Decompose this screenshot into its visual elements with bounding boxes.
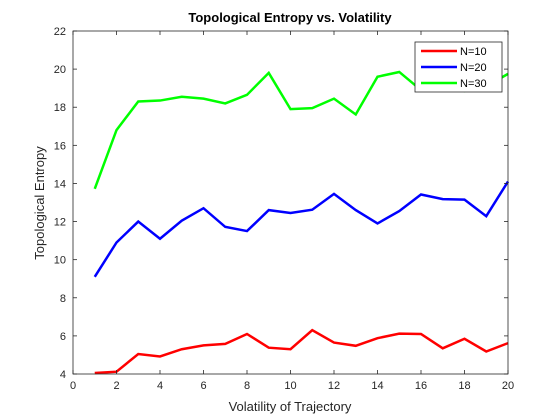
x-tick-label: 10 [284, 380, 296, 392]
x-tick-label: 0 [70, 380, 76, 392]
y-tick-label: 10 [54, 255, 66, 267]
y-axis-ticks: 4 6 8 10 12 14 16 18 20 22 [54, 26, 508, 381]
y-tick-label: 18 [54, 102, 66, 114]
x-tick-label: 20 [502, 380, 514, 392]
series-line-n-10 [94, 328, 509, 375]
y-tick-label: 22 [54, 26, 66, 38]
y-tick-label: 6 [60, 331, 66, 343]
legend: N=10 N=20 N=30 [414, 41, 503, 93]
y-tick-label: 12 [54, 217, 66, 229]
series-line-n-20 [93, 180, 510, 278]
x-tick-label: 2 [113, 380, 119, 392]
y-tick-label: 20 [54, 64, 66, 76]
x-axis-label: Volatility of Trajectory [229, 399, 352, 414]
x-tick-label: 4 [157, 380, 163, 392]
y-axis-label: Topological Entropy [32, 146, 47, 260]
x-tick-label: 18 [458, 380, 470, 392]
y-tick-label: 8 [60, 293, 66, 305]
legend-entry: N=20 [460, 62, 487, 74]
x-tick-label: 8 [244, 380, 250, 392]
y-tick-label: 16 [54, 140, 66, 152]
legend-entry: N=10 [460, 46, 487, 58]
x-tick-label: 6 [200, 380, 206, 392]
x-tick-label: 14 [371, 380, 383, 392]
chart-title: Topological Entropy vs. Volatility [188, 10, 392, 25]
x-tick-label: 12 [328, 380, 340, 392]
y-tick-label: 14 [54, 178, 66, 190]
x-tick-label: 16 [415, 380, 427, 392]
y-tick-label: 4 [60, 369, 66, 381]
x-axis-ticks: 0 2 4 6 8 10 12 14 16 18 20 [70, 31, 514, 392]
legend-entry: N=30 [460, 78, 487, 90]
